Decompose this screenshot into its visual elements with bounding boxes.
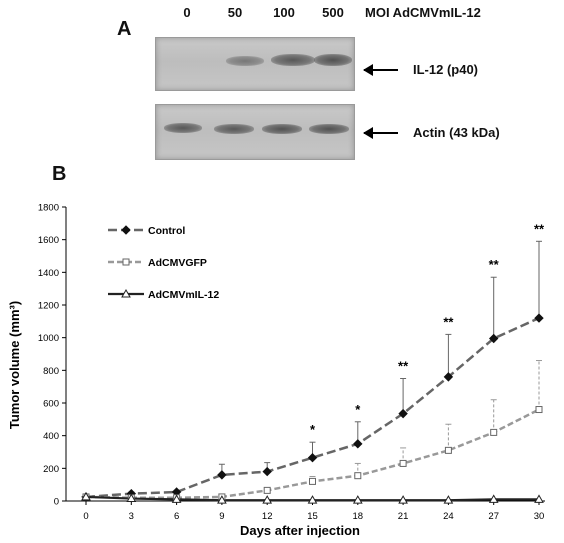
legend-label-1: AdCMVGFP bbox=[148, 257, 207, 269]
data-point bbox=[262, 495, 273, 504]
data-point bbox=[81, 491, 91, 501]
y-tick-label: 400 bbox=[43, 431, 59, 442]
data-point bbox=[443, 495, 454, 504]
series-markers bbox=[81, 313, 544, 504]
legend-label-2: AdCMVmIL-12 bbox=[148, 289, 219, 301]
data-point bbox=[217, 495, 227, 504]
data-point bbox=[399, 459, 407, 467]
data-point bbox=[121, 225, 131, 235]
x-tick-label: 6 bbox=[174, 511, 179, 522]
legend-label-0: Control bbox=[148, 225, 185, 237]
x-tick-label: 24 bbox=[443, 511, 454, 522]
data-point bbox=[307, 453, 318, 463]
y-tick-label: 800 bbox=[43, 366, 59, 377]
legend: Control AdCMVGFP AdCMVmIL-12 bbox=[108, 225, 219, 301]
x-axis-label: Days after injection bbox=[240, 523, 360, 538]
data-point bbox=[490, 428, 498, 436]
y-tick-label: 1000 bbox=[38, 333, 59, 344]
arrow-il12 bbox=[363, 64, 398, 76]
lane-label-1: 50 bbox=[227, 5, 243, 20]
significance-marker: * bbox=[355, 402, 361, 417]
data-point bbox=[488, 494, 499, 503]
x-tick-label: 18 bbox=[353, 511, 364, 522]
significance-marker: ** bbox=[489, 257, 500, 272]
data-point bbox=[171, 494, 182, 503]
significance-annotations: ********** bbox=[310, 221, 545, 437]
series-line-0 bbox=[85, 316, 540, 499]
data-point bbox=[444, 446, 452, 454]
data-point bbox=[352, 495, 363, 504]
x-tick-label: 21 bbox=[398, 511, 409, 522]
x-tick-label: 30 bbox=[534, 511, 545, 522]
lane-label-0: 0 bbox=[183, 5, 191, 20]
x-tick-label: 12 bbox=[262, 511, 273, 522]
y-tick-label: 1600 bbox=[38, 235, 59, 246]
y-tick-label: 200 bbox=[43, 464, 59, 475]
band-label-il12: IL-12 (p40) bbox=[413, 62, 479, 77]
data-point bbox=[126, 493, 137, 503]
y-tick-label: 1800 bbox=[38, 203, 59, 214]
x-tick-label: 15 bbox=[307, 511, 318, 522]
significance-marker: ** bbox=[534, 221, 545, 236]
arrow-actin bbox=[363, 127, 398, 139]
data-point bbox=[443, 372, 454, 382]
lane-label-3: 500 bbox=[322, 5, 344, 20]
data-point bbox=[263, 486, 271, 494]
y-tick-label: 0 bbox=[54, 497, 59, 508]
data-point bbox=[353, 439, 363, 449]
y-tick-label: 1400 bbox=[38, 268, 59, 279]
data-point bbox=[535, 406, 543, 414]
data-point bbox=[534, 313, 544, 323]
significance-marker: ** bbox=[398, 359, 409, 374]
data-point bbox=[122, 258, 130, 266]
y-tick-label: 1200 bbox=[38, 301, 59, 312]
data-point bbox=[307, 495, 318, 504]
data-point bbox=[121, 288, 131, 298]
x-tick-label: 27 bbox=[488, 511, 499, 522]
band-il12-lane-2 bbox=[271, 54, 315, 66]
band-actin-lane-3 bbox=[309, 124, 349, 134]
data-point bbox=[398, 408, 408, 419]
y-tick-label: 600 bbox=[43, 399, 59, 410]
data-point bbox=[217, 470, 227, 480]
data-point bbox=[534, 494, 544, 503]
significance-marker: ** bbox=[443, 314, 454, 329]
blot-il12 bbox=[155, 37, 355, 91]
band-actin-lane-2 bbox=[262, 124, 302, 134]
axes: 0 200 400 600 800 1000 1200 1400 1600 1800 0 3 6 9 12 1… bbox=[38, 203, 545, 522]
band-il12-lane-1 bbox=[226, 56, 264, 66]
band-actin-lane-1 bbox=[214, 124, 254, 134]
panel-b-label: B bbox=[52, 163, 67, 185]
moi-label: MOI AdCMVmIL-12 bbox=[365, 5, 481, 20]
data-point bbox=[354, 472, 362, 480]
data-point bbox=[309, 477, 316, 485]
y-axis-label: Tumor volume (mm³) bbox=[7, 301, 22, 429]
band-label-actin: Actin (43 kDa) bbox=[413, 125, 500, 140]
panel-a-label: A bbox=[117, 18, 132, 40]
data-point bbox=[398, 495, 408, 504]
band-il12-lane-3 bbox=[314, 54, 352, 66]
x-tick-label: 0 bbox=[83, 511, 88, 522]
blot-actin bbox=[155, 104, 355, 160]
lane-label-2: 100 bbox=[273, 5, 295, 20]
band-actin-lane-0 bbox=[164, 123, 202, 133]
x-tick-label: 9 bbox=[219, 511, 224, 522]
data-point bbox=[262, 466, 272, 477]
significance-marker: * bbox=[310, 422, 316, 437]
x-tick-label: 3 bbox=[129, 511, 134, 522]
data-point bbox=[488, 333, 499, 344]
series-lines bbox=[85, 316, 540, 502]
